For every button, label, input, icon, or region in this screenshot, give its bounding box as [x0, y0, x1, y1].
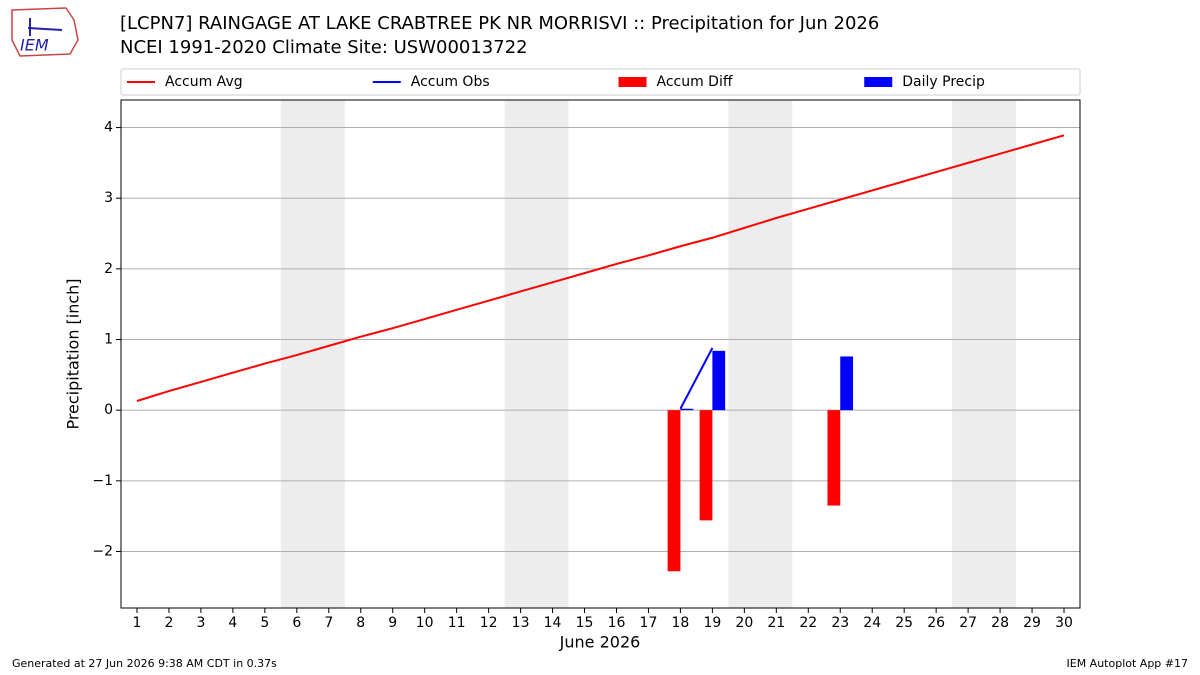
bar	[840, 356, 854, 411]
x-tick-label: 26	[927, 615, 945, 631]
legend-label: Accum Diff	[657, 74, 733, 90]
y-tick-label: 2	[104, 261, 113, 277]
y-axis-label: Precipitation [inch]	[64, 278, 83, 429]
x-tick-label: 10	[416, 615, 434, 631]
x-tick-label: 11	[448, 615, 466, 631]
x-tick-label: 1	[133, 615, 142, 631]
x-tick-label: 5	[260, 615, 269, 631]
y-tick-label: 4	[104, 120, 113, 136]
weekend-span	[952, 100, 1017, 608]
legend-swatch	[864, 77, 893, 87]
plot-frame	[120, 99, 1081, 609]
x-tick-label: 17	[640, 615, 658, 631]
legend-label: Accum Avg	[165, 74, 243, 90]
x-tick-label: 2	[164, 615, 173, 631]
y-tick-label: −2	[92, 543, 113, 559]
weekend-span	[280, 100, 345, 608]
legend-box	[120, 68, 1081, 96]
bar	[680, 408, 694, 411]
x-tick-label: 30	[1055, 615, 1073, 631]
x-tick-label: 7	[324, 615, 333, 631]
x-tick-label: 29	[1023, 615, 1041, 631]
weekend-span	[728, 100, 793, 608]
x-tick-label: 24	[863, 615, 881, 631]
legend-label: Accum Obs	[411, 74, 490, 90]
x-tick-label: 25	[895, 615, 913, 631]
x-tick-label: 20	[735, 615, 753, 631]
x-tick-label: 12	[480, 615, 498, 631]
logo-text: IEM	[20, 36, 49, 55]
series-line	[136, 134, 1065, 402]
x-tick-label: 18	[672, 615, 690, 631]
x-tick-label: 27	[959, 615, 977, 631]
logo: IEM	[11, 7, 79, 57]
y-tick-label: 0	[104, 402, 113, 418]
x-tick-label: 9	[388, 615, 397, 631]
x-tick-label: 6	[292, 615, 301, 631]
footer-left: Generated at 27 Jun 2026 9:38 AM CDT in …	[12, 657, 277, 670]
series-line	[679, 347, 714, 410]
bar	[827, 410, 841, 506]
x-tick-label: 14	[544, 615, 562, 631]
weekend-span	[504, 100, 569, 608]
x-tick-label: 19	[703, 615, 721, 631]
x-tick-label: 3	[196, 615, 205, 631]
bar	[712, 350, 726, 411]
chart-subtitle: NCEI 1991-2020 Climate Site: USW00013722	[120, 37, 528, 58]
x-tick-label: 16	[608, 615, 626, 631]
chart-title: [LCPN7] RAINGAGE AT LAKE CRABTREE PK NR …	[120, 13, 879, 34]
y-tick-label: −1	[92, 473, 113, 489]
x-tick-label: 21	[767, 615, 785, 631]
bar	[667, 410, 681, 572]
x-tick-label: 15	[576, 615, 594, 631]
bar	[699, 410, 713, 521]
legend-label: Daily Precip	[902, 74, 985, 90]
legend-swatch	[618, 77, 647, 87]
x-tick-label: 13	[512, 615, 530, 631]
x-tick-label: 23	[831, 615, 849, 631]
x-tick-label: 4	[228, 615, 237, 631]
y-tick-label: 3	[104, 190, 113, 206]
x-axis-label: June 2026	[559, 633, 641, 652]
footer-right: IEM Autoplot App #17	[1067, 657, 1189, 670]
y-tick-label: 1	[104, 332, 113, 348]
x-tick-label: 8	[356, 615, 365, 631]
x-tick-label: 28	[991, 615, 1009, 631]
x-tick-label: 22	[799, 615, 817, 631]
